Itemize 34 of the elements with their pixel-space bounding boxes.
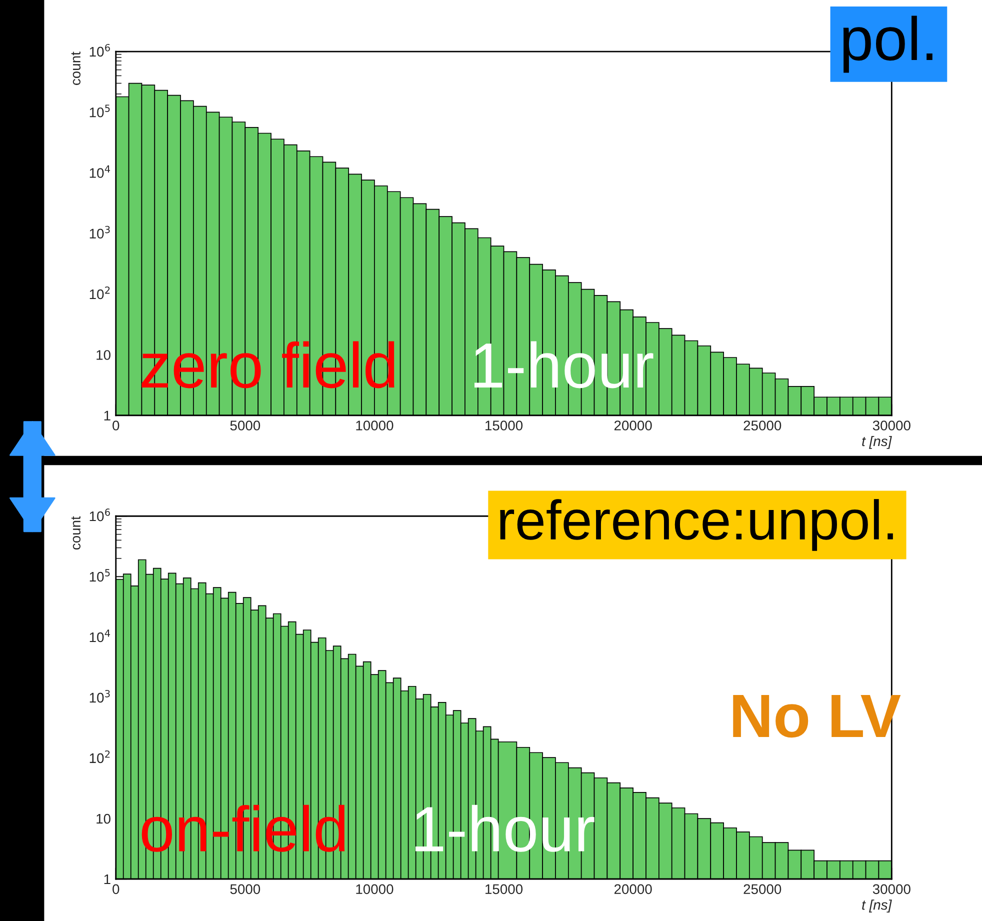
y-tick-label: 10$^{6}$ [90,44,110,57]
x-tick-label: 25000 [744,884,782,894]
x-tick-label: 25000 [744,420,782,430]
x-tick-label: 30000 [872,884,910,894]
x-tick-label: 20000 [614,420,652,430]
y-tick-label: 10$^{4}$ [90,630,110,642]
y-axis-title: count [71,516,80,550]
annotation: reference:unpol. [500,499,893,551]
x-tick-label: 30000 [872,420,910,430]
y-tick-label: 10$^{4}$ [90,165,110,178]
x-tick-label: 5000 [230,884,260,894]
y-tick-label: 10$^{5}$ [90,104,110,118]
x-tick-label: 0 [112,420,120,430]
x-tick-label: 10000 [356,420,394,430]
y-tick-label: 10 [96,814,110,824]
x-axis-title: t [ns] [862,436,892,449]
x-tick-label: 15000 [486,884,523,894]
y-axis-title: count [71,52,80,85]
y-tick-label: 10$^{2}$ [90,286,110,300]
x-tick-label: 15000 [486,420,523,430]
y-tick-label: 10$^{2}$ [90,750,110,764]
y-tick-label: 10$^{6}$ [90,508,110,522]
y-tick-label: 10$^{5}$ [90,569,110,582]
x-axis-title: t [ns] [862,900,892,913]
x-tick-label: 10000 [356,884,394,894]
x-tick-label: 20000 [614,884,652,894]
y-tick-label: 1 [104,874,110,884]
y-tick-label: 1 [104,410,110,420]
y-tick-label: 10$^{3}$ [90,226,110,239]
y-tick-label: 10$^{3}$ [90,690,110,703]
y-tick-label: 10 [96,350,110,360]
x-tick-label: 0 [112,884,120,894]
x-tick-label: 5000 [230,420,260,430]
annotation: pol. [843,16,932,73]
